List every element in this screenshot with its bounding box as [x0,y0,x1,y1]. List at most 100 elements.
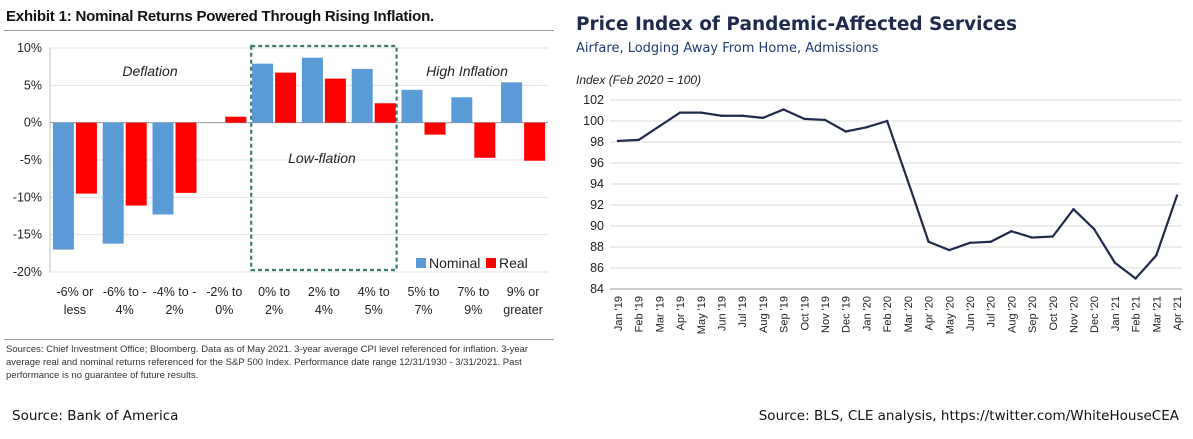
data-point [865,126,868,129]
x-tick-label: Apr '19 [675,296,687,331]
real-bar [374,103,396,123]
x-tick-label: 0% [215,303,233,317]
data-point [1113,261,1117,264]
y-tick-label: 94 [590,177,604,191]
y-tick-label: -5% [20,153,42,167]
deflation-label: Deflation [122,63,177,79]
x-tick-label: May '19 [696,296,708,334]
source-right: Source: BLS, CLE analysis, https://twitt… [758,408,1179,424]
y-tick-label: 0% [24,116,42,130]
x-tick-label: Sep '20 [1027,296,1039,333]
x-tick-label: 2% [165,303,183,317]
x-tick-label: -6% or [56,285,93,299]
data-point [989,240,992,243]
data-point [948,248,951,252]
data-point [906,179,910,183]
data-point [741,114,744,117]
source-left: Source: Bank of America [12,408,179,424]
nominal-bar [351,68,373,123]
exhibit-footnote: Sources: Chief Investment Office; Bloomb… [6,344,529,381]
x-tick-label: 5% [365,303,383,317]
x-tick-label: Aug '19 [758,296,770,333]
x-tick-label: Nov '19 [820,296,832,333]
nominal-bar [501,82,523,123]
data-point [782,108,785,111]
x-tick-label: May '20 [944,296,956,334]
data-point [1134,277,1137,280]
x-tick-label: -4% to - [153,285,197,299]
x-tick-label: 4% to [358,285,390,299]
price-index-line [617,108,1179,280]
data-point [616,139,620,143]
x-tick-label: Jun '20 [965,296,977,331]
y-tick-label: 88 [590,240,604,254]
y-tick-label: -15% [13,228,42,242]
nominal-bar [451,97,473,123]
x-tick-label: 4% [315,303,333,317]
x-tick-label: Jan '19 [613,296,625,331]
x-tick-label: Oct '19 [799,296,811,331]
x-tick-label: -6% to - [103,285,147,299]
legend-swatch-nominal [416,258,426,268]
data-point [1030,236,1034,239]
real-bar [324,78,346,123]
price-index-title: Price Index of Pandemic-Affected Service… [576,14,1017,35]
nominal-bar [52,122,74,250]
x-tick-label: 4% [116,303,134,317]
x-tick-label: Aug '20 [1006,296,1018,333]
y-axis-title: Index (Feb 2020 = 100) [576,73,701,87]
x-tick-label: 9% [464,303,482,317]
y-tick-label: 100 [583,114,604,128]
low-flation-label: Low-flation [288,150,356,166]
nominal-bar [401,89,423,123]
x-tick-label: 0% to [258,285,290,299]
title-divider [4,30,554,31]
y-tick-label: 96 [590,156,604,170]
price-index-subtitle: Airfare, Lodging Away From Home, Admissi… [576,41,879,56]
real-bar [125,122,147,206]
y-tick-label: 86 [590,261,604,275]
y-tick-label: 102 [583,93,604,107]
x-tick-label: Mar '20 [903,296,915,332]
high-inflation-label: High Inflation [426,63,508,79]
data-point [699,111,703,114]
data-point [1051,235,1054,238]
footnote-divider [4,339,554,340]
data-point [885,119,889,123]
data-point [1010,230,1013,233]
nominal-bar [152,122,174,215]
real-bar [524,122,546,161]
x-tick-label: greater [503,303,543,317]
x-tick-label: Mar '21 [1151,296,1163,332]
data-point [1072,208,1075,211]
data-point [720,114,723,117]
data-point [927,240,930,243]
x-tick-label: Feb '19 [634,296,646,332]
real-bar [75,122,97,194]
x-tick-label: Apr '21 [1172,296,1184,331]
data-point [637,138,640,142]
x-tick-label: Nov '20 [1068,296,1080,333]
x-tick-label: Oct '20 [1048,296,1060,331]
nominal-bar [301,57,323,123]
data-point [968,241,972,244]
x-tick-label: Sep '19 [779,296,791,333]
price-index-line-chart: Index (Feb 2020 = 100) 84 86 88 90 92 94 96 98 10… [576,73,1184,334]
y-tick-label: 92 [590,198,604,212]
data-point [823,118,827,122]
x-tick-label: Feb '20 [882,296,894,332]
y-tick-label: -10% [13,190,42,204]
exhibit-title: Exhibit 1: Nominal Returns Powered Throu… [6,8,435,25]
real-bar [225,116,247,123]
x-tick-label: Apr '20 [924,296,936,331]
y-tick-label: 90 [590,219,604,233]
nominal-bar [252,63,274,123]
data-point [1175,194,1179,197]
x-tick-label: less [64,303,86,317]
x-tick-label: -2% to [206,285,242,299]
x-tick-label: Jun '19 [717,296,729,331]
exhibit-panel: Exhibit 1: Nominal Returns Powered Throu… [0,0,560,400]
x-tick-label: Jan '21 [1110,296,1122,331]
data-point [658,125,661,128]
low-flation-box [250,44,398,272]
